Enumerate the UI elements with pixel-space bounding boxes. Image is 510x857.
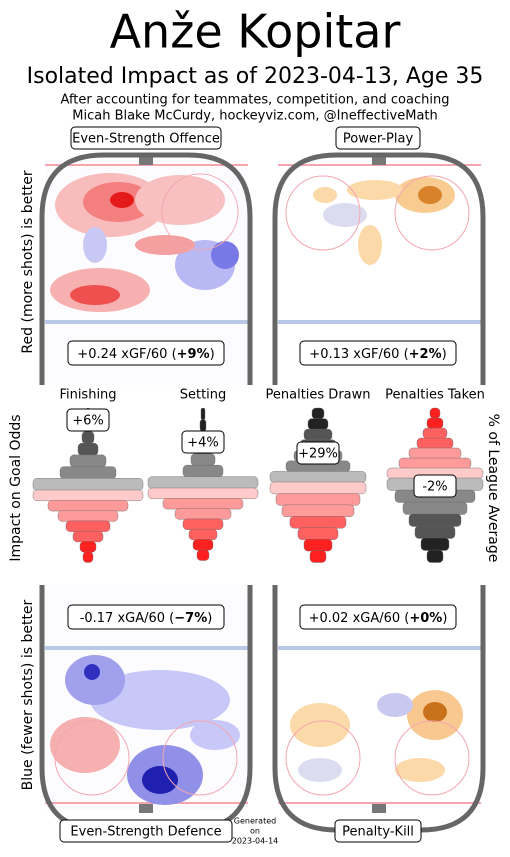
label-box: [70, 126, 222, 150]
title: Anže Kopitar: [110, 5, 401, 59]
rink-label: Penalty-Kill: [342, 825, 414, 840]
subtitle: Isolated Impact as of 2023-04-13, Age 35: [27, 64, 484, 89]
violin-band: [59, 466, 117, 479]
violin-band: [303, 428, 333, 441]
violin-band: [32, 478, 144, 491]
violin-band: [275, 493, 361, 506]
stat-box: [67, 340, 225, 366]
violin-band: [414, 525, 456, 539]
stat-value: +0.13 xGF/60 (: [309, 347, 408, 362]
stat-value: +0.02 xGA/60 (: [309, 611, 410, 626]
stat-value: -0.17 xGA/60 (: [80, 611, 175, 626]
violin-band: [402, 501, 468, 515]
violin-band: [303, 538, 333, 552]
violin-label: Penalties Drawn: [266, 388, 371, 403]
label-box: [334, 819, 422, 843]
violin-band: [147, 487, 259, 499]
violin-band: [420, 537, 450, 551]
stat-box: [299, 604, 457, 630]
violin-band: [307, 418, 329, 430]
rink-label: Even-Strength Defence: [70, 825, 221, 840]
violin-band: [200, 407, 206, 421]
violin-band: [147, 476, 259, 489]
generated: Generated: [234, 817, 276, 826]
violin-value: +29%: [298, 447, 338, 462]
violin-band: [289, 516, 347, 529]
violin-band: [426, 549, 444, 563]
side-label: % of League Average: [485, 414, 501, 563]
value-box: [181, 430, 225, 454]
violin-band: [408, 513, 462, 527]
rink-label: Even-Strength Offence: [72, 132, 220, 147]
violin-band: [65, 520, 111, 532]
violin-label: Setting: [180, 388, 227, 403]
generated: 2023-04-14: [232, 837, 279, 846]
rink-panel: [39, 152, 253, 385]
label-box: [59, 819, 233, 843]
violin-band: [188, 528, 218, 541]
value-box: [66, 408, 110, 432]
violin-band: [429, 407, 441, 419]
rink-stat: +0.13 xGF/60 (+2%): [309, 347, 446, 362]
violin-band: [190, 453, 216, 466]
violin-band: [69, 454, 107, 468]
stat-end: ): [442, 611, 447, 626]
stat-box: [67, 604, 225, 630]
stat-pct: −7%: [174, 611, 207, 626]
stat-pct: +0%: [409, 611, 442, 626]
violin-band: [32, 489, 144, 501]
violin-label: Penalties Taken: [385, 388, 485, 403]
violin-band: [192, 539, 214, 551]
rink-stat: +0.02 xGA/60 (+0%): [309, 611, 448, 626]
stat-value: +0.24 xGF/60 (: [77, 347, 176, 362]
stat-end: ): [207, 611, 212, 626]
violin-band: [72, 530, 104, 543]
violin-value: +4%: [187, 436, 219, 451]
value-box: [296, 441, 340, 465]
violin-value: -2%: [422, 480, 447, 495]
violin-band: [79, 541, 97, 553]
violin-band: [281, 504, 355, 517]
violin-band: [182, 464, 224, 478]
side-label: Impact on Goal Odds: [8, 414, 24, 561]
rink-stat: +0.24 xGF/60 (+9%): [77, 347, 214, 362]
violin-band: [199, 419, 207, 432]
violin-band: [57, 510, 119, 522]
stat-pct: +9%: [177, 347, 210, 362]
violin-band: [47, 500, 129, 512]
stat-end: ): [442, 347, 447, 362]
violin-band: [81, 431, 95, 444]
stat-end: ): [210, 347, 215, 362]
violin-band: [174, 508, 232, 520]
stat-pct: +2%: [409, 347, 442, 362]
side-label: Blue (fewer shots) is better: [20, 599, 36, 790]
violin-band: [77, 442, 99, 456]
violin-band: [309, 550, 327, 563]
violin-band: [297, 527, 339, 540]
violin-band: [82, 551, 94, 563]
violin-band: [196, 549, 210, 561]
violin-band: [422, 427, 448, 439]
stat-box: [299, 340, 457, 366]
violin-band: [182, 518, 224, 530]
violin-value: +6%: [72, 414, 104, 429]
violin-band: [426, 417, 444, 429]
rink-label: Power-Play: [343, 132, 414, 147]
violin-label: Finishing: [59, 388, 116, 403]
note: Micah Blake McCurdy, hockeyviz.com, @Ine…: [72, 109, 438, 124]
value-box: [413, 474, 457, 498]
note: After accounting for teammates, competit…: [61, 93, 450, 108]
generated: on: [250, 827, 260, 836]
violin-band: [408, 447, 462, 459]
violin-band: [162, 498, 244, 510]
violin-band: [311, 407, 325, 420]
rink-stat: -0.17 xGA/60 (−7%): [80, 611, 213, 626]
violin-band: [416, 437, 454, 449]
label-box: [335, 126, 421, 150]
violin-band: [398, 457, 472, 469]
side-label: Red (more shots) is better: [20, 170, 36, 353]
violin-band: [269, 471, 367, 483]
violin-band: [269, 481, 367, 495]
